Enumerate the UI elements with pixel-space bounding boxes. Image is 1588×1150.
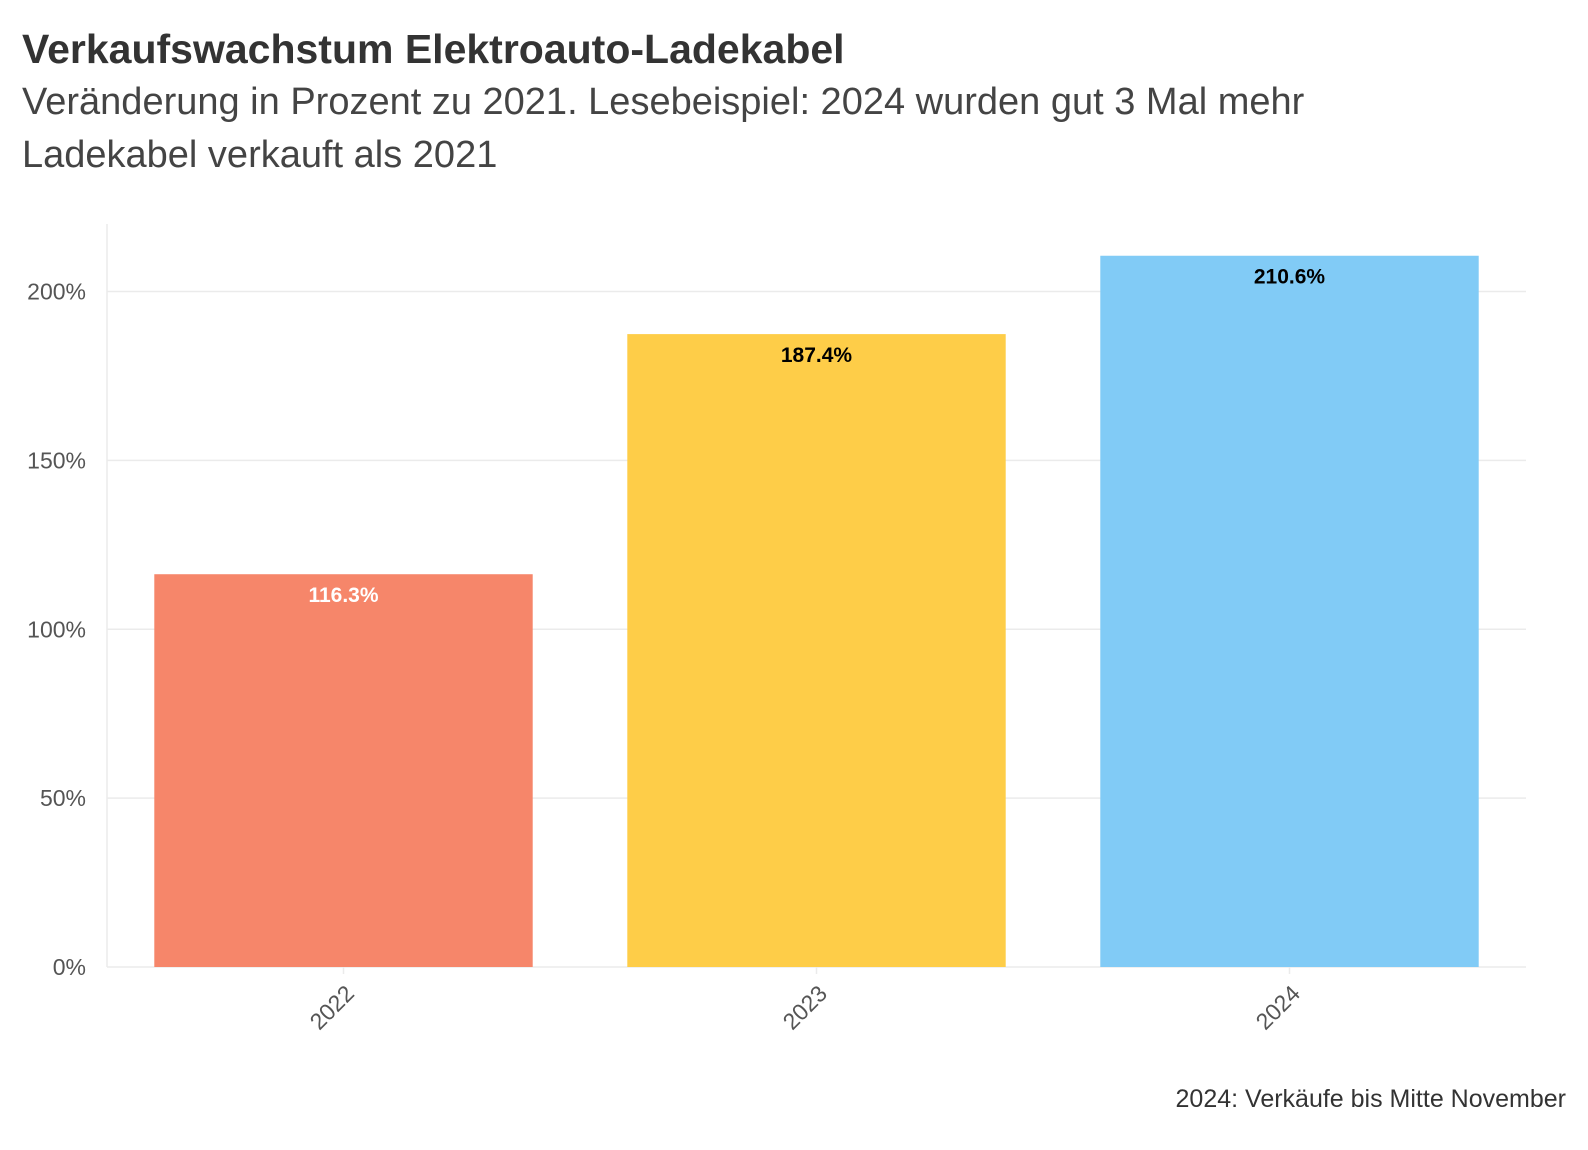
chart-caption: 2024: Verkäufe bis Mitte November: [1175, 1085, 1566, 1113]
bar-2022: [154, 574, 533, 967]
bar-value-labels: 116.3% 187.4% 210.6%: [308, 266, 1325, 607]
chart-title: Verkaufswachstum Elektroauto-Ladekabel: [22, 26, 845, 72]
x-tick-label-2024: 2024: [1250, 980, 1305, 1035]
bar-value-label-2024: 210.6%: [1254, 266, 1326, 289]
y-tick-label-200: 200%: [27, 279, 86, 305]
y-tick-label-50: 50%: [40, 785, 86, 811]
bar-2024: [1100, 255, 1479, 968]
x-tick-label-2022: 2022: [304, 980, 359, 1035]
y-tick-label-0: 0%: [53, 954, 86, 980]
bars: [154, 255, 1479, 968]
bar-value-label-2022: 116.3%: [308, 584, 378, 607]
y-tick-label-100: 100%: [27, 616, 86, 642]
x-tick-label-2023: 2023: [777, 980, 832, 1035]
x-axis-ticks: 2022 2023 2024: [304, 967, 1305, 1035]
y-axis-ticks: 0% 50% 100% 150% 200%: [27, 279, 86, 980]
y-tick-label-150: 150%: [27, 447, 86, 473]
chart-subtitle: Veränderung in Prozent zu 2021. Lesebeis…: [22, 81, 1305, 176]
bar-2023: [627, 334, 1006, 967]
bar-value-label-2023: 187.4%: [781, 344, 853, 367]
